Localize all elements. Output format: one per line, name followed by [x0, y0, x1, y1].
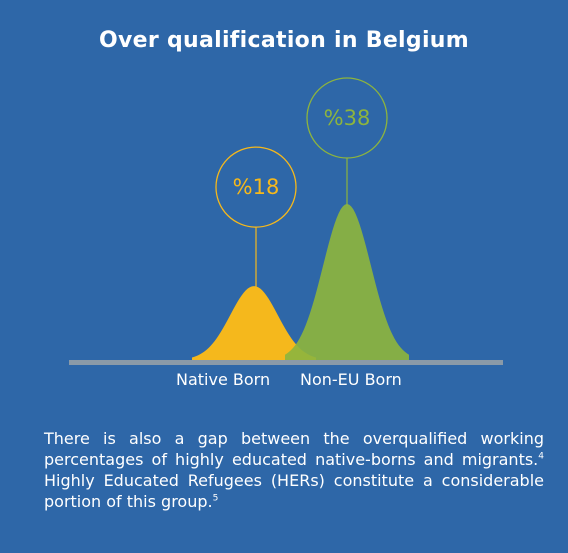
chart-title: Over qualification in Belgium — [99, 28, 469, 53]
chart-area: %18 %38 — [69, 77, 503, 365]
description-part-1: There is also a gap between the overqual… — [44, 429, 544, 469]
description-part-2: Highly Educated Refugees (HERs) constitu… — [44, 471, 544, 511]
value-bubble-native-born — [215, 146, 297, 228]
value-bubble-non-eu-born — [306, 77, 388, 159]
category-label-non-eu-born: Non-EU Born — [300, 370, 402, 389]
curve-non-eu-born — [285, 204, 409, 360]
description-text: There is also a gap between the overqual… — [44, 428, 544, 512]
footnote-ref-4: 4 — [538, 451, 544, 462]
baseline-axis — [69, 360, 503, 365]
curve-native-born — [192, 286, 316, 360]
footnote-ref-5: 5 — [212, 493, 219, 504]
value-label-native-born: %18 — [233, 175, 280, 199]
value-label-non-eu-born: %38 — [324, 106, 371, 130]
category-label-native-born: Native Born — [176, 370, 271, 389]
